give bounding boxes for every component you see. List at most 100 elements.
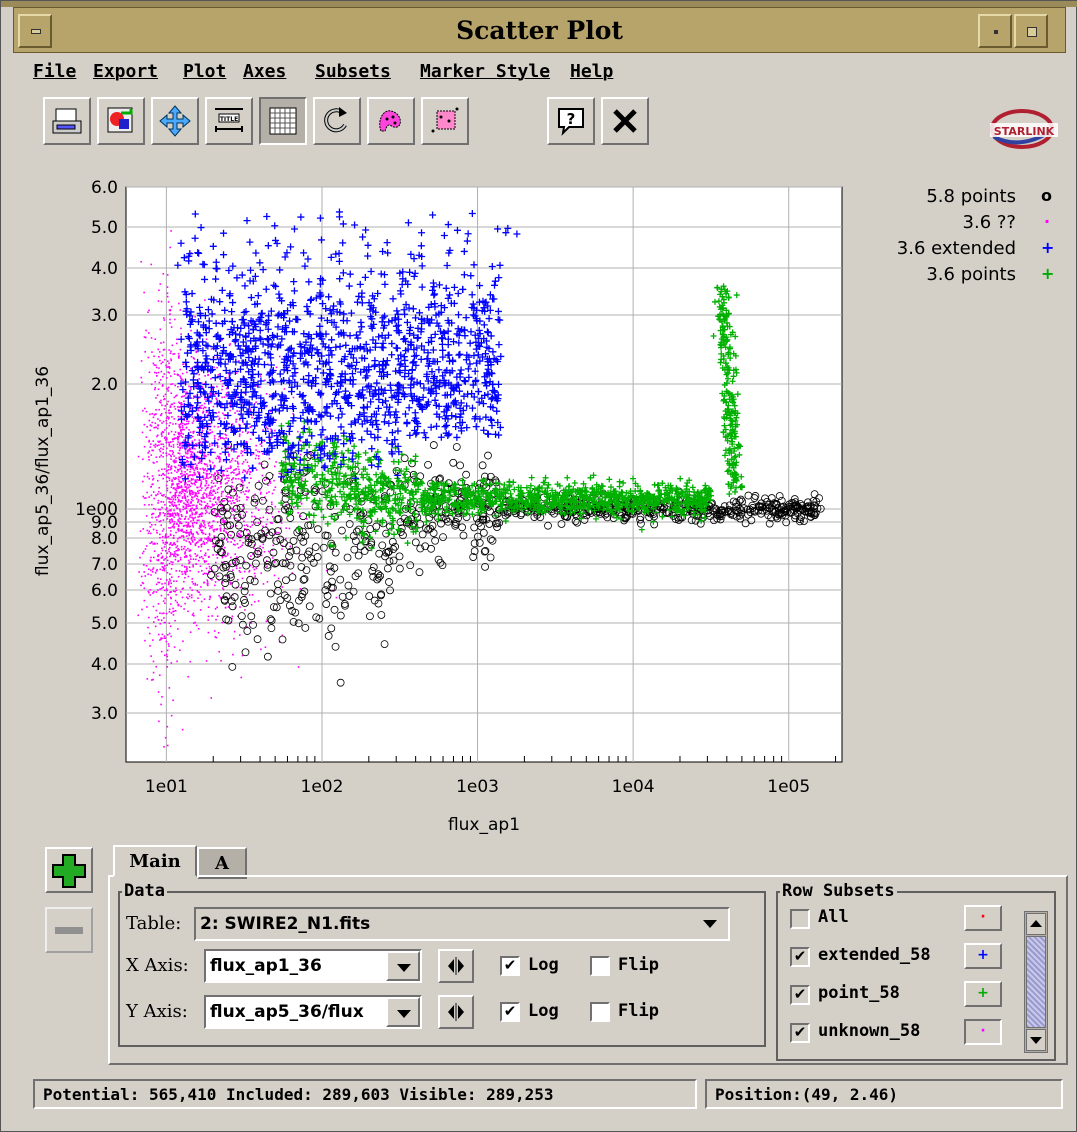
data-point: [182, 531, 185, 533]
data-point: [237, 519, 239, 522]
data-point: [212, 529, 215, 531]
data-point: [218, 435, 220, 438]
data-point: [278, 355, 281, 358]
data-point: [178, 449, 181, 452]
data-point: [272, 539, 275, 542]
menu-subsets[interactable]: Subsets: [315, 61, 391, 82]
data-point: [182, 525, 185, 527]
data-point: [176, 338, 178, 341]
data-point: [478, 461, 487, 470]
subset-points-icon: [431, 107, 459, 133]
data-point: [157, 300, 160, 302]
replot-button[interactable]: [313, 97, 361, 145]
data-point: [149, 589, 152, 591]
data-point: [187, 518, 190, 520]
menu-bar: File Export Plot Axes Subsets Marker Sty…: [13, 57, 1066, 89]
data-point: [217, 575, 219, 578]
data-point: [242, 514, 245, 517]
menu-help[interactable]: Help: [570, 61, 614, 82]
data-point: [486, 472, 495, 481]
help-button[interactable]: ?: [547, 97, 595, 145]
pan-button[interactable]: [151, 97, 199, 145]
data-point: [240, 531, 242, 533]
data-point: [220, 405, 223, 408]
data-point: [176, 660, 178, 663]
data-point: [156, 493, 159, 495]
data-point: [186, 570, 189, 573]
data-point: [173, 455, 175, 457]
data-point: [187, 575, 190, 578]
export-image-button[interactable]: [97, 97, 145, 145]
print-button[interactable]: [43, 97, 91, 145]
data-point: [233, 469, 235, 471]
data-point: [208, 459, 211, 462]
data-point: [360, 466, 367, 473]
data-point: [399, 483, 406, 490]
close-button[interactable]: [601, 97, 649, 145]
data-point: [242, 561, 251, 570]
data-point: [285, 542, 294, 551]
data-point: [178, 570, 181, 572]
menu-plot[interactable]: Plot: [183, 61, 227, 82]
data-point: [190, 538, 193, 540]
data-point: [244, 609, 246, 611]
data-point: [170, 455, 172, 458]
menu-axes[interactable]: Axes: [243, 61, 287, 82]
maximize-button[interactable]: [1014, 14, 1048, 48]
scatter-plot-chart[interactable]: 1e01 1e02 1e03 1e04 1e05 6.05.04.03.02.01e00…: [1, 166, 1077, 846]
title-button[interactable]: TITLE: [205, 97, 253, 145]
data-point: [153, 426, 156, 429]
data-point: [188, 562, 190, 565]
data-point: [295, 525, 302, 532]
data-point: [424, 497, 431, 504]
data-point: [276, 380, 279, 383]
data-point: [222, 592, 231, 601]
data-point: [174, 466, 177, 469]
grid-toggle-button[interactable]: [259, 97, 307, 145]
data-point: [266, 581, 269, 583]
menu-marker-style[interactable]: Marker Style: [420, 61, 551, 82]
minimize-button[interactable]: [978, 14, 1012, 48]
data-point: [150, 337, 153, 339]
data-point: [209, 578, 212, 580]
data-point: [157, 558, 160, 561]
data-point: [173, 373, 176, 375]
subset-blob-button[interactable]: [367, 97, 415, 145]
data-point: [144, 336, 147, 339]
subset-points-button[interactable]: [421, 97, 469, 145]
data-point: [269, 480, 271, 483]
data-point: [213, 435, 216, 437]
data-point: [294, 492, 301, 499]
data-point: [159, 419, 161, 422]
data-point: [288, 573, 297, 582]
data-point: [162, 420, 165, 423]
data-point: [377, 611, 386, 619]
data-point: [330, 543, 337, 550]
data-point: [280, 491, 283, 494]
data-point: [179, 432, 181, 435]
data-point: [191, 467, 193, 469]
window-menu-button[interactable]: [18, 14, 52, 48]
data-point: [157, 577, 159, 580]
data-point: [274, 465, 276, 468]
data-point: [412, 471, 419, 478]
data-point: [344, 581, 353, 590]
data-point: [336, 678, 345, 687]
data-point: [331, 516, 338, 523]
data-point: [233, 472, 235, 474]
data-point: [163, 637, 166, 639]
data-point: [168, 409, 171, 412]
data-point: [143, 564, 145, 566]
title-bar[interactable]: Scatter Plot: [13, 7, 1066, 53]
menu-export[interactable]: Export: [93, 61, 159, 82]
menu-file[interactable]: File: [33, 61, 77, 82]
data-point: [318, 506, 325, 513]
data-point: [262, 452, 264, 455]
data-point: [152, 621, 155, 623]
data-point: [356, 513, 363, 520]
data-point: [159, 512, 161, 514]
data-point: [419, 508, 426, 515]
data-point: [246, 432, 249, 434]
data-point: [168, 582, 170, 585]
data-point: [277, 537, 279, 540]
